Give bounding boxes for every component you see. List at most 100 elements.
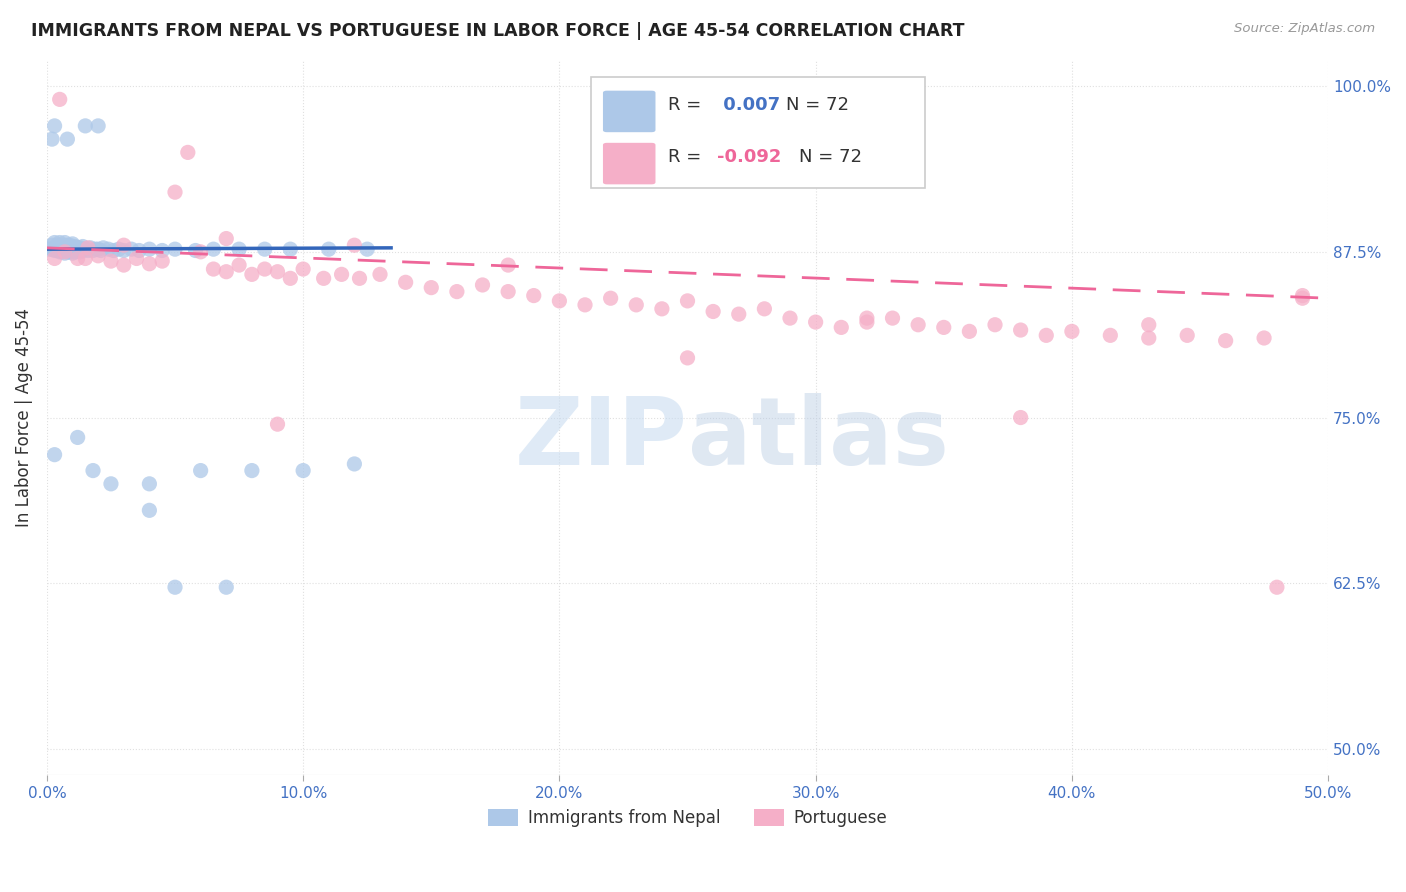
Point <box>312 271 335 285</box>
Point <box>471 277 494 292</box>
Point <box>651 301 673 316</box>
Point <box>75 119 97 133</box>
Point <box>46 238 69 252</box>
Point <box>292 262 315 277</box>
Point <box>278 271 301 285</box>
Point <box>66 430 89 444</box>
Point <box>163 580 186 594</box>
Point <box>150 244 173 258</box>
Point <box>48 235 70 250</box>
Point <box>266 265 288 279</box>
Point <box>278 242 301 256</box>
Point <box>163 242 186 256</box>
Point <box>120 242 142 256</box>
Point <box>48 239 70 253</box>
Text: N = 72: N = 72 <box>799 148 862 166</box>
Point <box>44 119 66 133</box>
Point <box>253 262 276 277</box>
Point <box>59 238 82 252</box>
Point <box>1291 291 1313 305</box>
Point <box>356 242 378 256</box>
Point <box>59 244 82 259</box>
Point <box>702 304 724 318</box>
Text: IMMIGRANTS FROM NEPAL VS PORTUGUESE IN LABOR FORCE | AGE 45-54 CORRELATION CHART: IMMIGRANTS FROM NEPAL VS PORTUGUESE IN L… <box>31 22 965 40</box>
Y-axis label: In Labor Force | Age 45-54: In Labor Force | Age 45-54 <box>15 308 32 527</box>
Point <box>87 249 110 263</box>
Point <box>330 268 353 282</box>
Point <box>1099 328 1122 343</box>
Point <box>51 238 73 252</box>
Point <box>79 241 101 255</box>
Point <box>84 242 107 256</box>
Point <box>77 244 100 258</box>
Point <box>69 241 91 255</box>
Point <box>1137 318 1160 332</box>
Point <box>77 241 100 255</box>
Point <box>75 242 97 256</box>
Point <box>97 242 120 256</box>
Text: ZIP: ZIP <box>515 393 688 485</box>
Point <box>1253 331 1275 345</box>
Point <box>1175 328 1198 343</box>
Point <box>1010 323 1032 337</box>
Point <box>1060 324 1083 338</box>
Point <box>100 476 122 491</box>
Point <box>62 236 84 251</box>
Point <box>53 246 76 260</box>
Point <box>112 244 135 258</box>
Point <box>202 262 225 277</box>
Point <box>349 271 371 285</box>
Point <box>82 244 104 258</box>
Point <box>804 315 827 329</box>
Point <box>38 242 60 256</box>
Point <box>368 268 391 282</box>
Point <box>177 145 200 160</box>
Point <box>56 238 79 252</box>
Point <box>150 254 173 268</box>
Point <box>72 244 94 258</box>
Point <box>46 241 69 255</box>
Point <box>66 244 89 258</box>
Point <box>75 252 97 266</box>
Point <box>128 244 150 258</box>
Point <box>59 241 82 255</box>
Point <box>41 132 63 146</box>
Point <box>343 238 366 252</box>
Text: N = 72: N = 72 <box>786 96 849 114</box>
Point <box>240 268 263 282</box>
Point <box>228 258 250 272</box>
Point <box>984 318 1007 332</box>
Point <box>125 252 148 266</box>
Point <box>44 235 66 250</box>
Point <box>112 238 135 252</box>
Point <box>48 92 70 106</box>
Point <box>100 254 122 268</box>
Point <box>626 298 648 312</box>
Point <box>51 244 73 259</box>
FancyBboxPatch shape <box>603 143 655 185</box>
Point <box>215 580 238 594</box>
Point <box>1265 580 1288 594</box>
Point <box>228 242 250 256</box>
Point <box>779 311 801 326</box>
Point <box>253 242 276 256</box>
Point <box>66 241 89 255</box>
Point <box>46 244 69 258</box>
Point <box>66 252 89 266</box>
Point <box>240 464 263 478</box>
Point <box>599 291 621 305</box>
Point <box>53 235 76 250</box>
Point <box>103 244 125 258</box>
Point <box>202 242 225 256</box>
Point <box>72 239 94 253</box>
Point <box>112 258 135 272</box>
Point <box>56 242 79 256</box>
Point <box>184 244 207 258</box>
Point <box>446 285 468 299</box>
Point <box>107 242 129 256</box>
Point <box>215 265 238 279</box>
Point <box>1035 328 1057 343</box>
Point <box>53 244 76 259</box>
Point <box>907 318 929 332</box>
Point <box>882 311 904 326</box>
